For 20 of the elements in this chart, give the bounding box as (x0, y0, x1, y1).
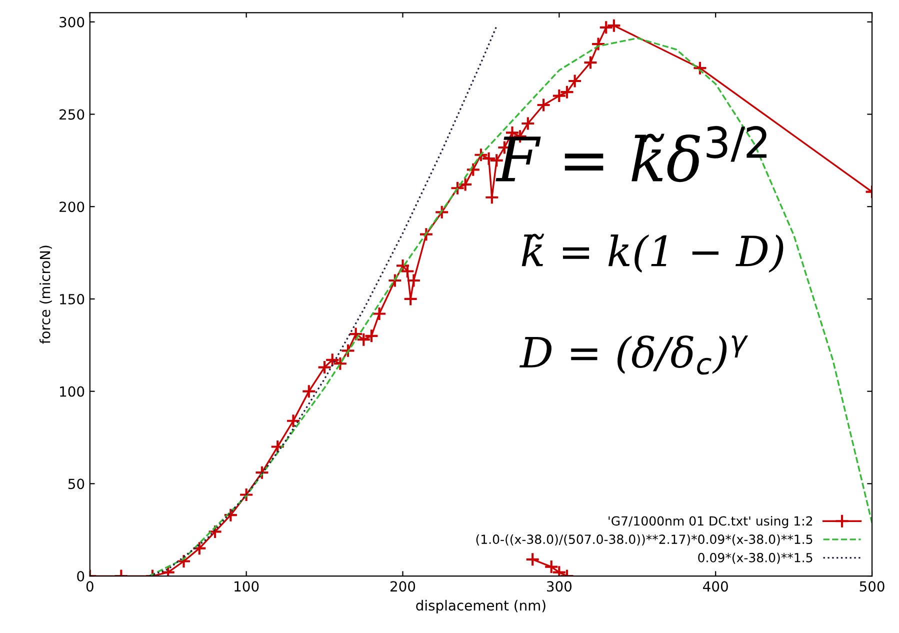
x-tick-label: 200 (390, 581, 416, 592)
y-tick-label: 200 (60, 202, 84, 212)
legend-label: 'G7/1000nm 01 DC.txt' using 1:2 (608, 516, 812, 528)
legend-label: 0.09*(x-38.0)**1.5 (698, 552, 812, 564)
x-tick-label: 500 (860, 581, 884, 592)
x-axis-title: displacement (nm) (416, 600, 546, 614)
y-tick-label: 50 (68, 478, 84, 490)
y-tick-label: 250 (60, 109, 84, 120)
y-tick-label: 100 (60, 386, 84, 397)
x-tick-label: 400 (703, 581, 728, 592)
legend-label: (1.0-((x-38.0)/(507.0-38.0))**2.17)*0.09*(x-38.0)**1.5 (476, 534, 812, 546)
annotation: D = (δ/δ$_{c}$)$^{γ}$ (519, 336, 748, 375)
y-tick-label: 300 (60, 16, 84, 28)
x-tick-label: 0 (86, 581, 94, 592)
x-tick-label: 100 (234, 581, 259, 592)
y-tick-label: 150 (60, 294, 84, 304)
y-axis-title: force (microN) (40, 246, 52, 344)
annotation: k̃ = k(1 − D) (522, 234, 784, 273)
x-tick-label: 300 (546, 581, 572, 592)
y-tick-label: 0 (77, 571, 84, 582)
